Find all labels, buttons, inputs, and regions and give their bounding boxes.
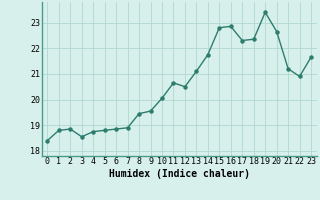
X-axis label: Humidex (Indice chaleur): Humidex (Indice chaleur) [109, 169, 250, 179]
